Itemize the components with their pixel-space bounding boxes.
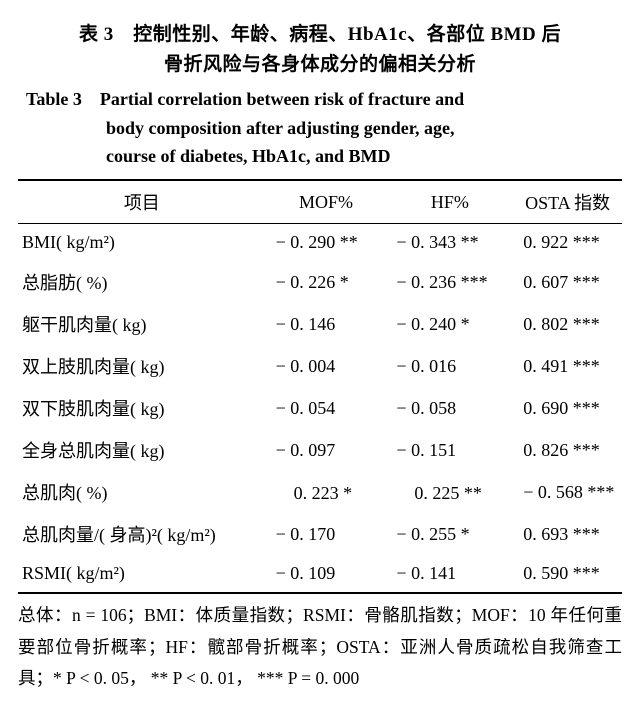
caption-en-line2: body composition after adjusting gender,… xyxy=(26,114,622,143)
cell-osta: 0. 491 *** xyxy=(513,345,622,387)
cell-mof: − 0. 290 ** xyxy=(266,224,387,262)
table-row: 全身总肌肉量( kg)− 0. 097− 0. 1510. 826 *** xyxy=(18,429,622,471)
cell-mof: − 0. 146 xyxy=(266,303,387,345)
cell-hf: − 0. 151 xyxy=(386,429,513,471)
header-osta: OSTA 指数 xyxy=(513,180,622,224)
caption-english: Table 3 Partial correlation between risk… xyxy=(18,85,622,171)
table-header-row: 项目 MOF% HF% OSTA 指数 xyxy=(18,180,622,224)
cell-osta: 0. 826 *** xyxy=(513,429,622,471)
cell-hf: − 0. 016 xyxy=(386,345,513,387)
header-mof: MOF% xyxy=(266,180,387,224)
row-label: 总脂肪( %) xyxy=(18,261,266,303)
cell-mof: 0. 223 * xyxy=(266,471,387,513)
caption-zh-line2: 骨折风险与各身体成分的偏相关分析 xyxy=(18,50,622,80)
caption-en-line3: course of diabetes, HbA1c, and BMD xyxy=(26,142,622,171)
cell-mof: − 0. 170 xyxy=(266,513,387,555)
cell-hf: 0. 225 ** xyxy=(386,471,513,513)
table-row: 总肌肉量/( 身高)²( kg/m²)− 0. 170− 0. 255 *0. … xyxy=(18,513,622,555)
cell-hf: − 0. 058 xyxy=(386,387,513,429)
cell-mof: − 0. 109 xyxy=(266,555,387,593)
table-footnote: 总体：n = 106；BMI：体质量指数；RSMI：骨骼肌指数；MOF：10 年… xyxy=(18,600,622,695)
table-row: 总肌肉( %) 0. 223 * 0. 225 **− 0. 568 *** xyxy=(18,471,622,513)
header-item: 项目 xyxy=(18,180,266,224)
cell-osta: 0. 922 *** xyxy=(513,224,622,262)
row-label: RSMI( kg/m²) xyxy=(18,555,266,593)
cell-mof: − 0. 097 xyxy=(266,429,387,471)
cell-osta: − 0. 568 *** xyxy=(513,471,622,513)
cell-hf: − 0. 141 xyxy=(386,555,513,593)
cell-osta: 0. 690 *** xyxy=(513,387,622,429)
cell-mof: − 0. 004 xyxy=(266,345,387,387)
table-row: 总脂肪( %)− 0. 226 *− 0. 236 ***0. 607 *** xyxy=(18,261,622,303)
row-label: 全身总肌肉量( kg) xyxy=(18,429,266,471)
cell-hf: − 0. 240 * xyxy=(386,303,513,345)
row-label: 双上肢肌肉量( kg) xyxy=(18,345,266,387)
cell-hf: − 0. 343 ** xyxy=(386,224,513,262)
caption-chinese: 表 3 控制性别、年龄、病程、HbA1c、各部位 BMD 后 骨折风险与各身体成… xyxy=(18,20,622,81)
cell-mof: − 0. 054 xyxy=(266,387,387,429)
table-row: 双下肢肌肉量( kg)− 0. 054− 0. 0580. 690 *** xyxy=(18,387,622,429)
cell-mof: − 0. 226 * xyxy=(266,261,387,303)
row-label: 总肌肉( %) xyxy=(18,471,266,513)
row-label: 躯干肌肉量( kg) xyxy=(18,303,266,345)
table-row: 双上肢肌肉量( kg)− 0. 004− 0. 0160. 491 *** xyxy=(18,345,622,387)
row-label: 总肌肉量/( 身高)²( kg/m²) xyxy=(18,513,266,555)
cell-osta: 0. 802 *** xyxy=(513,303,622,345)
cell-osta: 0. 590 *** xyxy=(513,555,622,593)
table-row: 躯干肌肉量( kg)− 0. 146− 0. 240 *0. 802 *** xyxy=(18,303,622,345)
correlation-table: 项目 MOF% HF% OSTA 指数 BMI( kg/m²)− 0. 290 … xyxy=(18,179,622,594)
cell-osta: 0. 607 *** xyxy=(513,261,622,303)
table-row: BMI( kg/m²)− 0. 290 **− 0. 343 **0. 922 … xyxy=(18,224,622,262)
caption-en-line1: Table 3 Partial correlation between risk… xyxy=(26,85,622,114)
cell-hf: − 0. 255 * xyxy=(386,513,513,555)
cell-hf: − 0. 236 *** xyxy=(386,261,513,303)
row-label: 双下肢肌肉量( kg) xyxy=(18,387,266,429)
cell-osta: 0. 693 *** xyxy=(513,513,622,555)
table-row: RSMI( kg/m²)− 0. 109− 0. 1410. 590 *** xyxy=(18,555,622,593)
header-hf: HF% xyxy=(386,180,513,224)
row-label: BMI( kg/m²) xyxy=(18,224,266,262)
caption-zh-line1: 表 3 控制性别、年龄、病程、HbA1c、各部位 BMD 后 xyxy=(18,20,622,50)
